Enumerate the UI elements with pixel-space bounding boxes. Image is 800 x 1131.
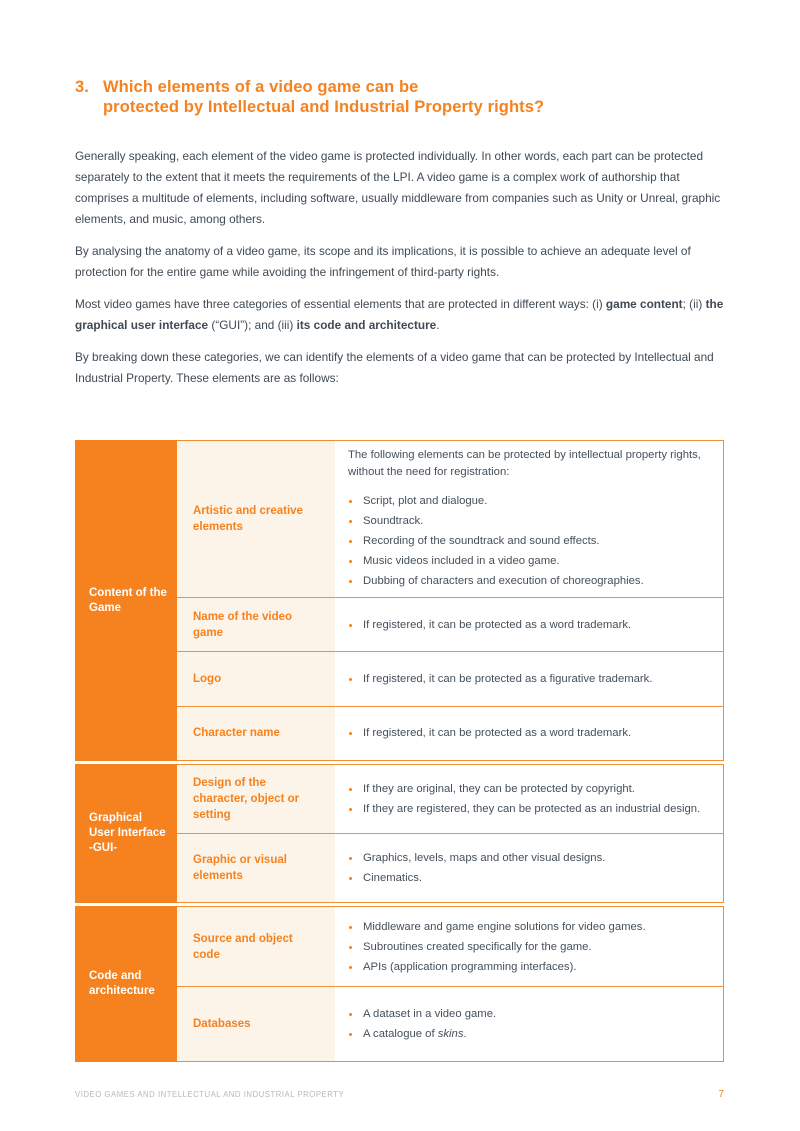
row-content-cell: If registered, it can be protected as a … [335,598,723,652]
bullet-item: APIs (application programming interfaces… [348,959,707,975]
bullet-item: If registered, it can be protected as a … [348,725,707,741]
section-rows: Source and object code Middleware and ga… [177,907,723,1061]
row-label-cell: Graphic or visual elements [177,834,335,902]
page-content: 3. Which elements of a video game can be… [75,0,724,1062]
table-row: Logo If registered, it can be protected … [177,651,723,706]
row-label-cell: Logo [177,652,335,706]
row-content-cell: A dataset in a video game. A catalogue o… [335,987,723,1061]
bullet-item: If they are original, they can be protec… [348,781,707,797]
row-content-cell: If they are original, they can be protec… [335,765,723,833]
row-intro: The following elements can be protected … [348,449,701,478]
bullet-icon [349,1013,352,1016]
row-label: Databases [193,1018,251,1030]
heading-number: 3. [75,78,89,96]
bullet-item: Cinematics. [348,870,707,886]
row-label: Character name [193,727,280,740]
bullet-icon [349,1033,352,1036]
row-label-cell: Character name [177,706,335,760]
row-label: Name of the video game [193,610,293,639]
bullet-item: A dataset in a video game. [348,1006,707,1022]
row-content-cell: The following elements can be protected … [335,441,723,597]
row-label-cell: Artistic and creative elements [177,441,335,597]
paragraph: Most video games have three categories o… [75,297,724,332]
bullet-icon [349,732,352,736]
category-label: Graphical User Interface -GUI- [89,812,166,854]
bullet-icon [349,788,352,791]
bullet-item: Recording of the soundtrack and sound ef… [348,533,707,549]
bullet-item: Script, plot and dialogue. [348,493,707,509]
bullet-icon [349,857,352,860]
section-rows: Artistic and creative elements The follo… [177,441,723,760]
row-label-cell: Source and object code [177,907,335,986]
bullet-icon [349,560,352,563]
row-content-cell: If registered, it can be protected as a … [335,652,723,706]
bullet-item: Subroutines created specifically for the… [348,939,707,955]
bullet-icon [349,965,352,969]
paragraph: By breaking down these categories, we ca… [75,350,714,385]
row-label-cell: Name of the video game [177,598,335,652]
row-label: Logo [193,672,222,685]
bullet-icon [349,945,352,949]
section-rows: Design of the character, object or setti… [177,765,723,902]
ip-protection-table: Content of the Game Artistic and creativ… [75,440,724,1062]
bullet-icon [349,877,352,880]
footer-title: VIDEO GAMES AND INTELLECTUAL AND INDUSTR… [75,1090,345,1099]
bullet-icon [349,580,352,583]
table-section-gui: Graphical User Interface -GUI- Design of… [75,764,724,903]
table-row: Artistic and creative elements The follo… [177,441,723,597]
table-section-code-and-architecture: Code and architecture Source and object … [75,906,724,1062]
row-label: Design of the character, object or setti… [193,777,300,821]
category-cell: Content of the Game [75,440,177,761]
bullet-item: If registered, it can be protected as a … [348,671,707,687]
page-number: 7 [718,1089,724,1100]
bullet-item: A catalogue of skins. [348,1026,707,1042]
row-content-cell: Middleware and game engine solutions for… [335,907,723,986]
bullet-item: If they are registered, they can be prot… [348,801,707,817]
category-label: Content of the Game [89,586,167,614]
bullet-icon [349,808,352,811]
row-content-cell: Graphics, levels, maps and other visual … [335,834,723,902]
row-label: Graphic or visual elements [193,854,287,882]
table-row: Name of the video game If registered, it… [177,597,723,652]
bullet-icon [349,925,352,929]
bullet-icon [349,520,352,523]
bullet-icon [349,623,352,627]
bullet-item: Middleware and game engine solutions for… [348,919,707,935]
paragraph: Generally speaking, each element of the … [75,149,721,226]
row-label: Artistic and creative elements [193,505,303,533]
bullet-item: Soundtrack. [348,513,707,529]
row-label: Source and object code [193,932,293,961]
bullet-icon [349,677,352,681]
row-content-cell: If registered, it can be protected as a … [335,706,723,760]
bullet-icon [349,540,352,543]
footer: VIDEO GAMES AND INTELLECTUAL AND INDUSTR… [75,1089,724,1100]
table-row: Databases A dataset in a video game. A c… [177,986,723,1061]
bullet-icon [349,500,352,503]
bullet-item: Music videos included in a video game. [348,553,707,569]
table-row: Design of the character, object or setti… [177,765,723,833]
row-label-cell: Databases [177,987,335,1061]
category-cell: Graphical User Interface -GUI- [75,764,177,903]
table-section-content-of-the-game: Content of the Game Artistic and creativ… [75,440,724,761]
bullet-item: If registered, it can be protected as a … [348,617,707,633]
table-row: Graphic or visual elements Graphics, lev… [177,833,723,902]
table-row: Character name If registered, it can be … [177,705,723,760]
category-cell: Code and architecture [75,906,177,1062]
body-text: Generally speaking, each element of the … [75,146,724,389]
heading-text: Which elements of a video game can be pr… [103,78,545,116]
category-label: Code and architecture [89,970,155,997]
table-row: Source and object code Middleware and ga… [177,907,723,986]
page-title: 3. Which elements of a video game can be… [75,77,724,117]
paragraph: By analysing the anatomy of a video game… [75,244,691,279]
bullet-item: Graphics, levels, maps and other visual … [348,850,707,866]
bullet-item: Dubbing of characters and execution of c… [348,573,707,589]
row-label-cell: Design of the character, object or setti… [177,765,335,833]
